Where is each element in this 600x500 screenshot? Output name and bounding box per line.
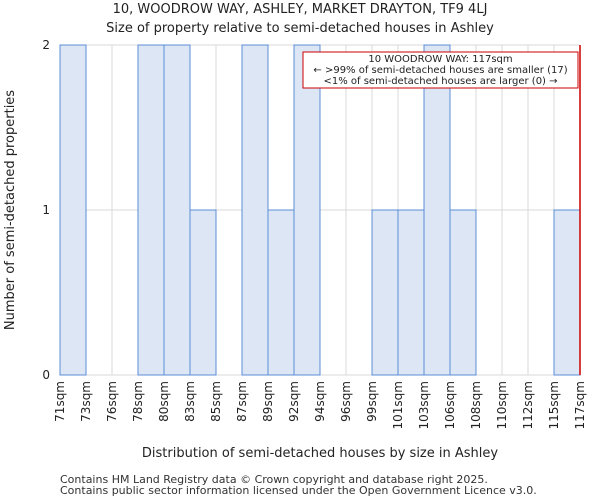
x-tick-label: 92sqm xyxy=(287,381,301,422)
y-axis-label: Number of semi-detached properties xyxy=(3,90,18,330)
x-tick-label: 73sqm xyxy=(79,381,93,422)
x-tick-label: 83sqm xyxy=(183,381,197,422)
x-tick-label: 106sqm xyxy=(443,381,457,429)
x-tick-label: 108sqm xyxy=(469,381,483,429)
x-tick-label: 78sqm xyxy=(131,381,145,422)
x-tick-label: 71sqm xyxy=(53,381,67,422)
x-tick-label: 87sqm xyxy=(235,381,249,422)
bar xyxy=(137,44,165,376)
y-tick-label: 1 xyxy=(42,203,50,217)
bar xyxy=(449,209,477,376)
x-tick-label: 112sqm xyxy=(521,381,535,429)
bar xyxy=(293,44,321,376)
bar xyxy=(59,44,87,376)
bar xyxy=(241,44,269,376)
bars xyxy=(59,44,581,376)
x-tick-label: 103sqm xyxy=(417,381,431,429)
x-tick-label: 99sqm xyxy=(365,381,379,422)
footer-line-2: Contains public sector information licen… xyxy=(60,484,537,497)
x-tick-label: 85sqm xyxy=(209,381,223,422)
bar xyxy=(267,209,295,376)
annotation-box xyxy=(302,51,579,89)
x-tick-label: 115sqm xyxy=(547,381,561,429)
bar xyxy=(553,209,581,376)
x-tick-label: 117sqm xyxy=(573,381,587,429)
bar xyxy=(163,44,191,376)
x-tick-label: 96sqm xyxy=(339,381,353,422)
chart-title: 10, WOODROW WAY, ASHLEY, MARKET DRAYTON,… xyxy=(112,2,488,17)
x-axis-label: Distribution of semi-detached houses by … xyxy=(142,446,498,461)
x-tick-label: 101sqm xyxy=(391,381,405,429)
x-tick-label: 76sqm xyxy=(105,381,119,422)
y-tick-labels: 0 1 2 xyxy=(42,38,50,382)
x-tick-label: 94sqm xyxy=(313,381,327,422)
x-tick-label: 89sqm xyxy=(261,381,275,422)
bar xyxy=(397,209,425,376)
y-tick-label: 0 xyxy=(42,368,50,382)
x-tick-labels: 71sqm 73sqm 76sqm 78sqm 80sqm 83sqm 85sqm 87sqm… xyxy=(53,381,587,429)
annotation-line-3: <1% of semi-detached houses are larger (… xyxy=(323,76,557,87)
annotation-line-1: 10 WOODROW WAY: 117sqm xyxy=(368,54,512,65)
chart-subtitle: Size of property relative to semi-detach… xyxy=(106,21,494,36)
x-tick-label: 110sqm xyxy=(495,381,509,429)
footer-line-1: Contains HM Land Registry data © Crown c… xyxy=(60,473,488,486)
y-tick-label: 2 xyxy=(42,38,50,52)
bar xyxy=(371,209,399,376)
bar-chart: 71sqm 73sqm 76sqm 78sqm 80sqm 83sqm 85sqm 87sqm… xyxy=(3,38,587,461)
bar xyxy=(189,209,217,376)
annotation-line-2: ← >99% of semi-detached houses are small… xyxy=(313,65,567,76)
x-tick-label: 80sqm xyxy=(157,381,171,422)
bar xyxy=(423,44,451,376)
